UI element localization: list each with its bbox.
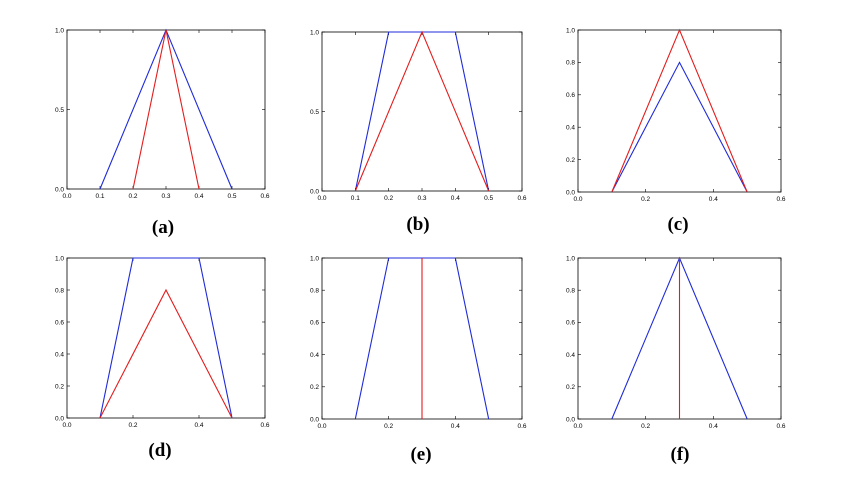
- x-tick-label: 0.2: [384, 195, 393, 202]
- x-tick-label: 0.0: [62, 422, 71, 429]
- x-tick-label: 0.1: [351, 195, 360, 202]
- x-tick-label: 0.0: [62, 193, 71, 200]
- series-line-1: [354, 31, 490, 192]
- y-tick-label: 0.5: [310, 109, 319, 116]
- x-tick-label: 0.6: [517, 195, 526, 202]
- series-line-2: [99, 288, 233, 419]
- x-tick-label: 0.5: [484, 195, 493, 202]
- series-line-2: [354, 30, 490, 192]
- y-tick-label: 1.0: [566, 27, 575, 34]
- y-tick-label: 0.8: [566, 60, 575, 67]
- x-tick-label: 0.4: [709, 423, 718, 430]
- x-tick-label: 0.6: [517, 423, 526, 430]
- panel-f: 0.0 0.2 0.4 0.6 0.0 0.2 0.4 0.6 0.8 1.0 (f): [566, 255, 786, 465]
- y-tick-label: 0.8: [566, 288, 575, 295]
- x-tick-label: 0.0: [573, 196, 582, 203]
- y-tick-label: 0.2: [55, 383, 64, 390]
- y-tick-label: 0.2: [310, 384, 319, 391]
- y-tick-label: 0.2: [566, 157, 575, 164]
- y-tick-label: 0.8: [55, 287, 64, 294]
- series-line-1: [99, 257, 233, 419]
- y-tick-label: 1.0: [310, 255, 319, 262]
- panel-caption: (c): [667, 214, 688, 235]
- x-tick-label: 0.2: [128, 193, 137, 200]
- series-line-1: [99, 28, 233, 190]
- x-tick-label: 0.6: [776, 423, 785, 430]
- x-tick-label: 0.4: [194, 193, 203, 200]
- y-tick-label: 0.0: [310, 188, 319, 195]
- panel-caption: (f): [671, 444, 690, 465]
- x-tick-label: 0.2: [641, 196, 650, 203]
- y-tick-label: 0.4: [566, 352, 575, 359]
- x-tick-label: 0.3: [161, 193, 170, 200]
- x-tick-label: 0.5: [227, 193, 236, 200]
- plot-frame: [66, 29, 266, 190]
- y-tick-label: 0.0: [55, 415, 64, 422]
- x-tick-label: 0.6: [260, 422, 269, 429]
- y-tick-label: 0.6: [566, 92, 575, 99]
- x-tick-label: 0.4: [194, 422, 203, 429]
- panel-d: 0.0 0.2 0.4 0.6 0.0 0.2 0.4 0.6 0.8 1.0 (d): [55, 255, 270, 461]
- series-line-1: [611, 61, 748, 193]
- x-tick-label: 0.6: [776, 196, 785, 203]
- panel-c: 0.0 0.2 0.4 0.6 0.0 0.2 0.4 0.6 0.8 1.0 (c): [566, 27, 786, 235]
- x-tick-label: 0.2: [384, 423, 393, 430]
- panel-b: 0.0 0.1 0.2 0.3 0.4 0.5 0.6 0.0 0.5 1.0 (b): [310, 29, 527, 235]
- y-tick-label: 0.0: [566, 416, 575, 423]
- y-tick-label: 0.4: [566, 125, 575, 132]
- panel-caption: (a): [152, 217, 174, 238]
- panel-caption: (d): [148, 440, 171, 461]
- y-tick-label: 0.0: [310, 416, 319, 423]
- y-tick-label: 1.0: [55, 255, 64, 262]
- panel-a: 0.0 0.1 0.2 0.3 0.4 0.5 0.6 0.0 0.5 1.0 (a): [55, 27, 270, 238]
- y-tick-label: 0.4: [55, 351, 64, 358]
- panel-caption: (e): [410, 444, 431, 465]
- x-tick-label: 0.0: [317, 195, 326, 202]
- y-tick-label: 0.0: [566, 189, 575, 196]
- x-tick-label: 0.6: [260, 193, 269, 200]
- x-tick-label: 0.2: [641, 423, 650, 430]
- x-tick-label: 0.0: [317, 423, 326, 430]
- series-line-2: [132, 29, 200, 190]
- x-tick-label: 0.4: [451, 195, 460, 202]
- plot-frame: [321, 31, 523, 192]
- panel-caption: (b): [406, 214, 429, 235]
- y-tick-label: 0.8: [310, 288, 319, 295]
- x-tick-label: 0.1: [95, 193, 104, 200]
- plot-frame: [577, 29, 782, 193]
- y-tick-label: 0.6: [55, 319, 64, 326]
- y-tick-label: 0.2: [566, 384, 575, 391]
- plot-frame: [66, 257, 266, 419]
- x-tick-label: 0.0: [573, 423, 582, 430]
- y-tick-label: 0.6: [310, 320, 319, 327]
- x-tick-label: 0.4: [709, 196, 718, 203]
- y-tick-label: 0.0: [55, 186, 64, 193]
- y-tick-label: 0.6: [566, 320, 575, 327]
- y-tick-label: 0.4: [310, 352, 319, 359]
- y-tick-label: 1.0: [310, 29, 319, 36]
- x-tick-label: 0.4: [451, 423, 460, 430]
- series-line-2: [611, 28, 748, 193]
- y-tick-label: 1.0: [55, 27, 64, 34]
- y-tick-label: 1.0: [566, 255, 575, 262]
- x-tick-label: 0.2: [128, 422, 137, 429]
- y-tick-label: 0.5: [55, 107, 64, 114]
- x-tick-label: 0.3: [417, 195, 426, 202]
- panel-e: 0.0 0.2 0.4 0.6 0.0 0.2 0.4 0.6 0.8 1.0 (e): [310, 255, 527, 465]
